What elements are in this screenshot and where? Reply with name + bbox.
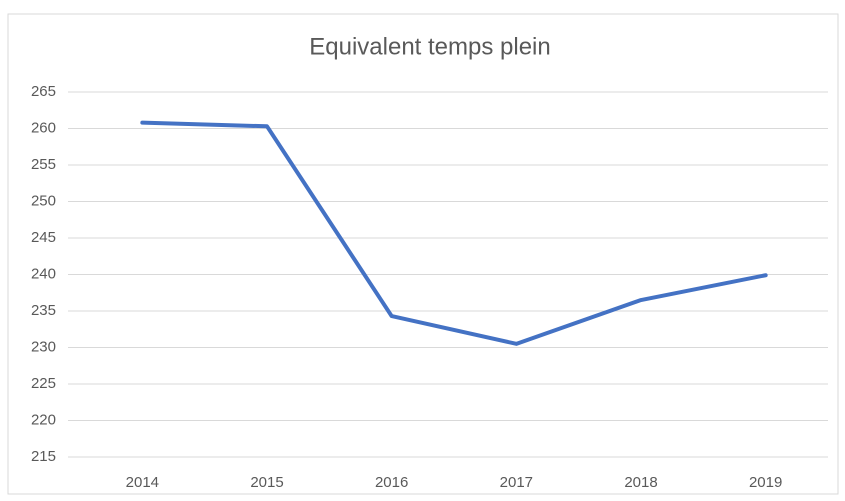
chart-title: Equivalent temps plein — [309, 33, 550, 60]
x-tick-label: 2018 — [624, 474, 657, 491]
x-tick-label: 2017 — [500, 474, 533, 491]
x-tick-label: 2019 — [749, 474, 782, 491]
y-tick-label: 230 — [31, 338, 56, 355]
y-tick-label: 250 — [31, 192, 56, 209]
y-tick-label: 245 — [31, 229, 56, 246]
y-tick-label: 240 — [31, 265, 56, 282]
x-tick-label: 2014 — [126, 474, 159, 491]
y-tick-label: 235 — [31, 302, 56, 319]
y-tick-label: 215 — [31, 448, 56, 465]
x-tick-label: 2015 — [250, 474, 283, 491]
y-tick-label: 220 — [31, 411, 56, 428]
y-tick-label: 265 — [31, 83, 56, 100]
chart-border — [7, 13, 839, 495]
y-tick-label: 260 — [31, 119, 56, 136]
y-tick-label: 225 — [31, 375, 56, 392]
x-tick-label: 2016 — [375, 474, 408, 491]
y-tick-label: 255 — [31, 156, 56, 173]
line — [140, 120, 768, 346]
